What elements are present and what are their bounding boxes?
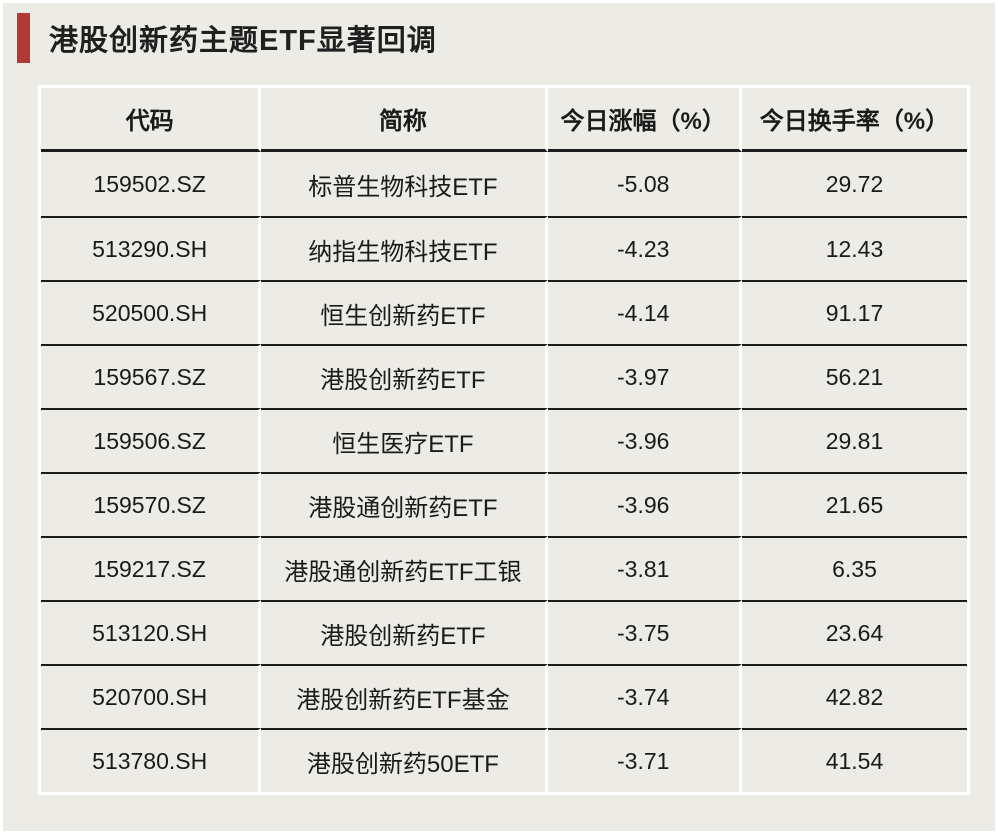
table-header-row: 代码 简称 今日涨幅（%） 今日换手率（%）: [41, 88, 967, 152]
cell-code: 159502.SZ: [41, 152, 262, 216]
table-row: 513120.SH 港股创新药ETF -3.75 23.64: [41, 600, 967, 664]
cell-code: 520500.SH: [41, 280, 262, 344]
table-header: 代码 简称 今日涨幅（%） 今日换手率（%）: [41, 88, 967, 152]
etf-table: 代码 简称 今日涨幅（%） 今日换手率（%） 159502.SZ 标普生物科技ETF -5…: [38, 85, 970, 795]
table-row: 159567.SZ 港股创新药ETF -3.97 56.21: [41, 344, 967, 408]
cell-turnover: 23.64: [741, 600, 967, 664]
cell-change: -4.14: [547, 280, 742, 344]
cell-name: 港股创新药50ETF: [261, 728, 548, 792]
cell-name: 港股通创新药ETF工银: [261, 536, 548, 600]
etf-table-container: 代码 简称 今日涨幅（%） 今日换手率（%） 159502.SZ 标普生物科技ETF -5…: [38, 85, 970, 795]
page-title: 港股创新药主题ETF显著回调: [49, 25, 437, 57]
table-row: 159502.SZ 标普生物科技ETF -5.08 29.72: [41, 152, 967, 216]
cell-code: 159567.SZ: [41, 344, 262, 408]
cell-turnover: 6.35: [741, 536, 967, 600]
table-row: 513780.SH 港股创新药50ETF -3.71 41.54: [41, 728, 967, 792]
table-row: 159217.SZ 港股通创新药ETF工银 -3.81 6.35: [41, 536, 967, 600]
cell-turnover: 29.72: [825, 170, 884, 197]
table-body: 159502.SZ 标普生物科技ETF -5.08 29.72 513290.SH 纳指生…: [41, 152, 967, 792]
cell-name: 纳指生物科技ETF: [261, 216, 548, 280]
cell-turnover: 42.82: [741, 664, 967, 728]
cell-code: 513290.SH: [41, 216, 262, 280]
cell-name: 港股创新药ETF基金: [261, 664, 548, 728]
cell-turnover: 21.65: [741, 472, 967, 536]
title-accent-bar: [17, 13, 30, 63]
cell-turnover: 41.54: [741, 728, 967, 792]
cell-code: 513780.SH: [41, 728, 262, 792]
table-row: 520700.SH 港股创新药ETF基金 -3.74 42.82: [41, 664, 967, 728]
title-block: 港股创新药主题ETF显著回调: [17, 13, 437, 63]
cell-name: 标普生物科技ETF: [261, 152, 548, 216]
cell-name: 港股通创新药ETF: [261, 472, 548, 536]
cell-code: 159217.SZ: [41, 536, 262, 600]
cell-change: -3.75: [547, 600, 742, 664]
cell-code: 513120.SH: [41, 600, 262, 664]
cell-turnover: 56.21: [741, 344, 967, 408]
cell-change: -3.81: [547, 536, 742, 600]
cell-turnover: 12.43: [741, 216, 967, 280]
cell-name: 恒生创新药ETF: [261, 280, 548, 344]
cell-change: -3.74: [547, 664, 742, 728]
table-row: 159506.SZ 恒生医疗ETF -3.96 29.81: [41, 408, 967, 472]
cell-change: -5.08: [548, 152, 742, 216]
cell-code: 520700.SH: [41, 664, 262, 728]
column-header-col-code: 代码: [41, 88, 262, 152]
cell-code: 159506.SZ: [41, 408, 262, 472]
column-header-col-turnover: 今日换手率（%）: [741, 88, 967, 152]
column-header-col-name: 简称: [261, 88, 548, 152]
cell-change: -3.96: [547, 408, 742, 472]
table-row: 520500.SH 恒生创新药ETF -4.14 91.17: [41, 280, 967, 344]
cell-change: -3.97: [547, 344, 742, 408]
cell-name: 港股创新药ETF: [261, 600, 548, 664]
cell-turnover: 91.17: [741, 280, 967, 344]
column-header-col-change: 今日涨幅（%）: [547, 88, 742, 152]
cell-change: -3.71: [547, 728, 742, 792]
cell-change: -3.96: [547, 472, 742, 536]
cell-turnover: 29.81: [741, 408, 967, 472]
cell-code: 159570.SZ: [41, 472, 262, 536]
cell-change: -4.23: [547, 216, 742, 280]
cell-name: 恒生医疗ETF: [261, 408, 548, 472]
table-row: 159570.SZ 港股通创新药ETF -3.96 21.65: [41, 472, 967, 536]
cell-name: 港股创新药ETF: [261, 344, 548, 408]
table-row: 513290.SH 纳指生物科技ETF -4.23 12.43: [41, 216, 967, 280]
